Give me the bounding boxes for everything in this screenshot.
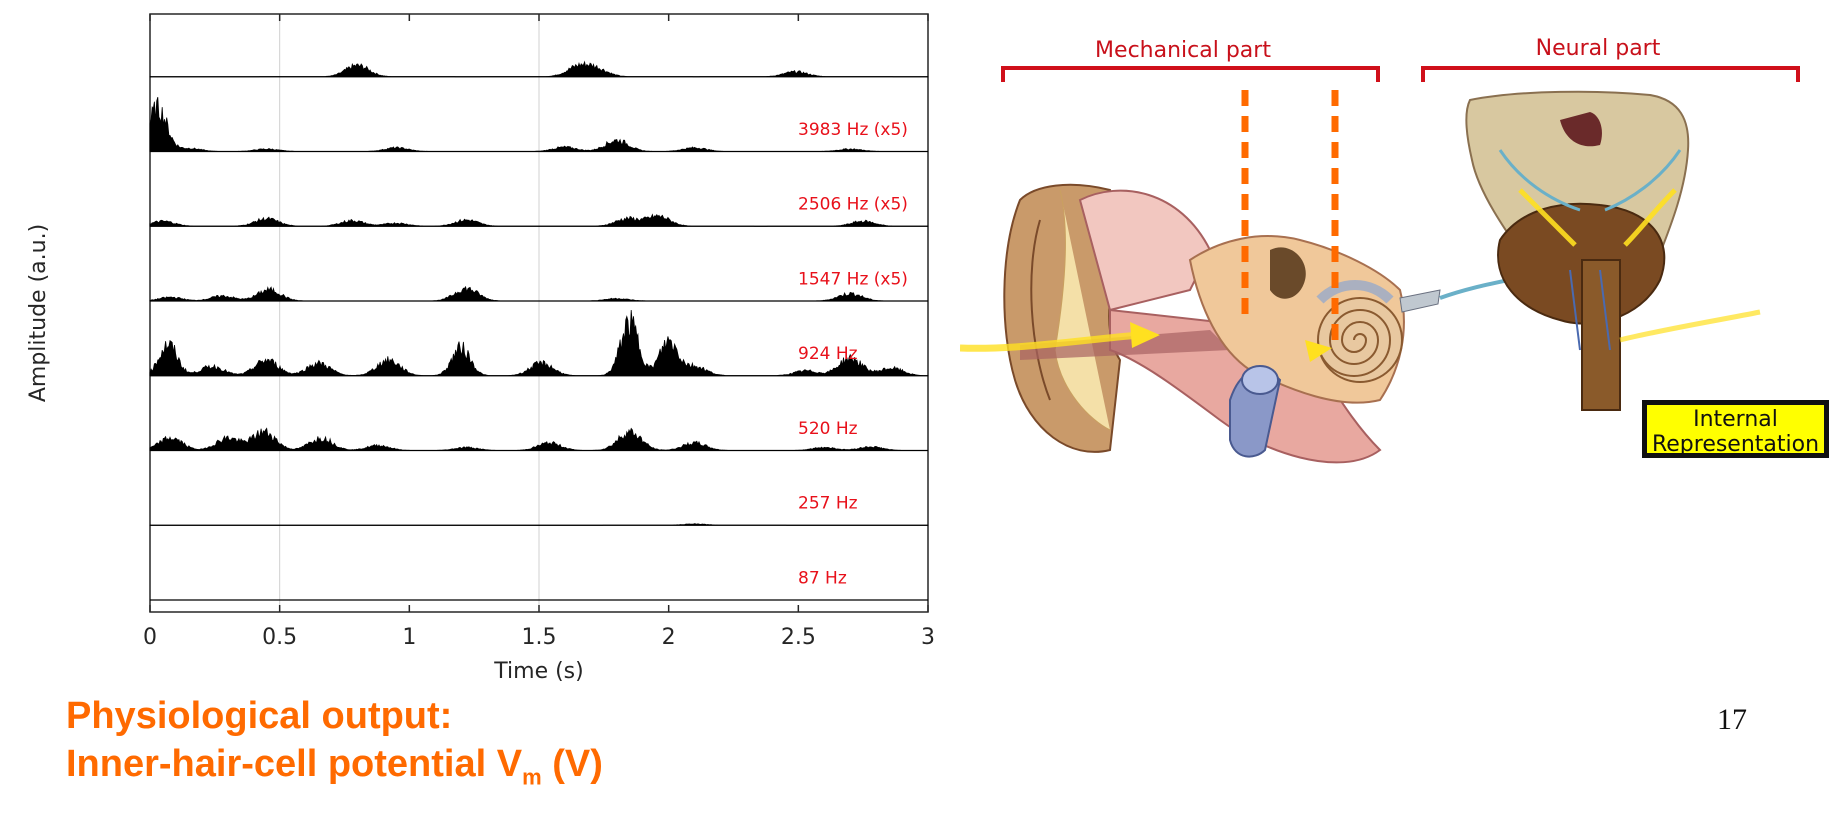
ihc-output-chart: 3983 Hz (x5) 2506 Hz (x5) 1547 Hz (x5) 924 … bbox=[26, 13, 935, 684]
ear-diagram: Mechanical part Neural part bbox=[960, 36, 1800, 464]
x-axis-label: Time (s) bbox=[493, 659, 583, 684]
caption-main: Inner-hair-cell potential V bbox=[66, 743, 523, 785]
channel-label-4: 924 Hz bbox=[798, 344, 858, 364]
channel-label-7: 87 Hz bbox=[798, 568, 847, 588]
ir-line-2: Representation bbox=[1651, 432, 1820, 457]
ir-line-1: Internal bbox=[1693, 407, 1778, 432]
channel-label-3: 1547 Hz (x5) bbox=[798, 269, 908, 289]
caption: Physiological output: Inner-hair-cell po… bbox=[66, 692, 603, 788]
sound-arrow-head bbox=[1130, 322, 1160, 348]
brainstem-illustration bbox=[1465, 90, 1690, 411]
page-number: 17 bbox=[1717, 703, 1747, 736]
caption-line-2: Inner-hair-cell potential Vm (V) bbox=[66, 740, 603, 788]
neural-part-label: Neural part bbox=[1536, 36, 1661, 61]
x-tick-label-4: 2 bbox=[662, 625, 676, 650]
caption-subscript: m bbox=[522, 764, 542, 790]
channel-label-6: 257 Hz bbox=[798, 494, 858, 514]
x-tick-label-6: 3 bbox=[921, 625, 935, 650]
channel-label-2: 2506 Hz (x5) bbox=[798, 195, 908, 215]
y-axis-label: Amplitude (a.u.) bbox=[26, 224, 51, 402]
mechanical-bracket bbox=[1001, 66, 1380, 82]
neural-bracket bbox=[1421, 66, 1800, 82]
channel-label-1: 3983 Hz (x5) bbox=[798, 120, 908, 140]
caption-line-1: Physiological output: bbox=[66, 695, 453, 737]
output-arrow bbox=[1619, 309, 1761, 343]
channel-envelope-4 bbox=[149, 309, 929, 377]
mechanical-part-label: Mechanical part bbox=[1095, 38, 1271, 63]
internal-representation-box: Internal Representation bbox=[1642, 400, 1829, 458]
x-tick-label-0: 0 bbox=[143, 625, 157, 650]
caption-tail: (V) bbox=[541, 743, 603, 785]
x-tick-label-5: 2.5 bbox=[781, 625, 816, 650]
channel-label-5: 520 Hz bbox=[798, 419, 858, 439]
x-tick-label-2: 1 bbox=[402, 625, 416, 650]
x-tick-label-1: 0.5 bbox=[262, 625, 297, 650]
x-tick-label-3: 1.5 bbox=[522, 625, 557, 650]
sound-arrow bbox=[960, 331, 1141, 352]
neural-arrow-right bbox=[1623, 188, 1677, 247]
neural-arrow-left bbox=[1518, 188, 1577, 247]
cochlea-arrow-head bbox=[1305, 340, 1332, 362]
